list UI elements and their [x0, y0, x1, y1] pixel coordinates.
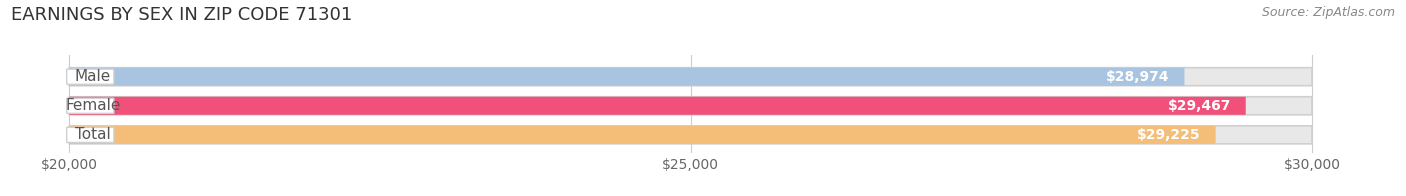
- FancyBboxPatch shape: [69, 126, 1216, 144]
- Text: $29,467: $29,467: [1167, 99, 1230, 113]
- FancyBboxPatch shape: [69, 68, 1312, 86]
- FancyBboxPatch shape: [69, 97, 1312, 115]
- Text: Male: Male: [75, 69, 111, 84]
- Text: Source: ZipAtlas.com: Source: ZipAtlas.com: [1261, 6, 1395, 19]
- FancyBboxPatch shape: [69, 68, 1184, 86]
- FancyBboxPatch shape: [66, 98, 114, 113]
- Text: Total: Total: [75, 127, 111, 142]
- FancyBboxPatch shape: [66, 69, 114, 84]
- FancyBboxPatch shape: [69, 126, 1312, 144]
- Text: $29,225: $29,225: [1137, 128, 1201, 142]
- Text: Female: Female: [65, 98, 121, 113]
- FancyBboxPatch shape: [66, 127, 114, 142]
- FancyBboxPatch shape: [69, 97, 1246, 115]
- Text: EARNINGS BY SEX IN ZIP CODE 71301: EARNINGS BY SEX IN ZIP CODE 71301: [11, 6, 353, 24]
- Text: $28,974: $28,974: [1107, 70, 1170, 84]
